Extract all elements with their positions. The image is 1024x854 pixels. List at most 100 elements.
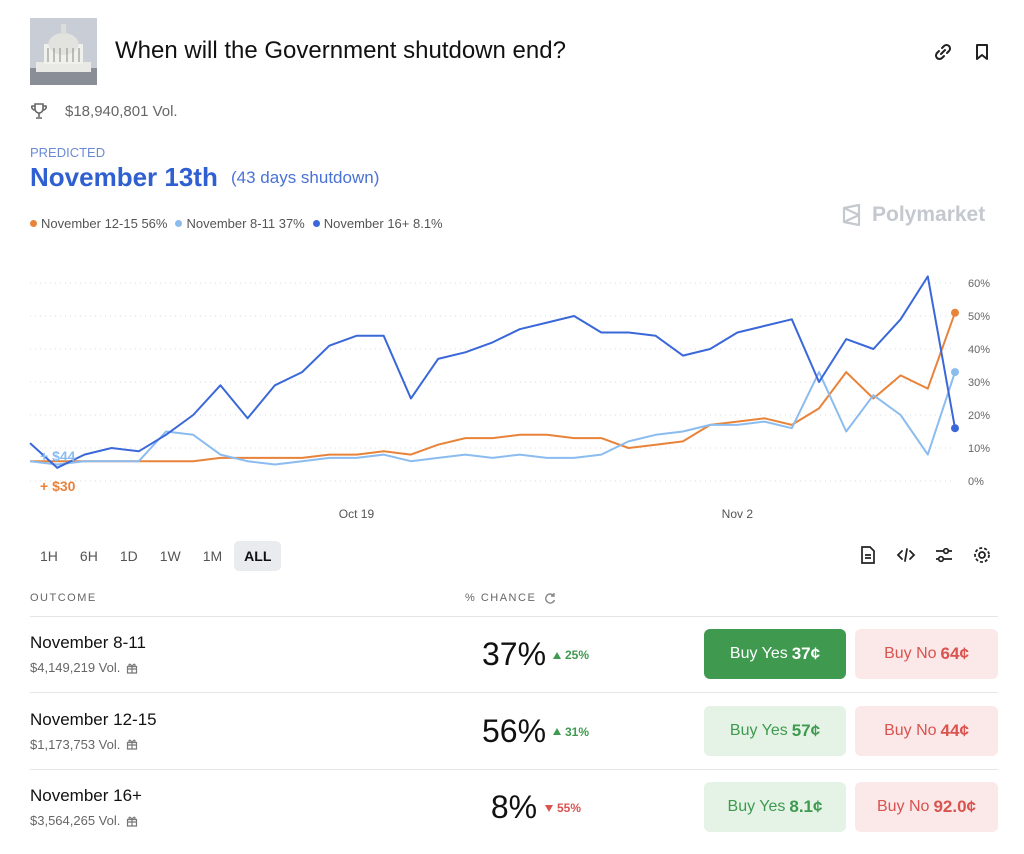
buy-no-button[interactable]: Buy No 92.0¢ — [855, 782, 998, 832]
x-tick-label: Nov 2 — [722, 507, 754, 521]
change-value: 31% — [565, 724, 590, 739]
buy-no-label: Buy No — [876, 798, 930, 815]
divider — [30, 616, 998, 617]
market-image — [30, 18, 97, 85]
time-range-tab[interactable]: 1M — [202, 548, 223, 564]
y-tick-label: 50% — [968, 311, 990, 323]
buy-yes-button[interactable]: Buy Yes 37¢ — [704, 629, 846, 679]
divider — [30, 768, 998, 770]
time-range-tab[interactable]: ALL — [234, 541, 282, 571]
time-range-tab[interactable]: 1D — [119, 548, 138, 564]
trend-arrow — [545, 804, 553, 812]
gift-shape — [127, 739, 138, 750]
buy-no-price: 64¢ — [940, 644, 969, 663]
change-value: 25% — [565, 648, 590, 662]
y-tick-label: 40% — [968, 344, 990, 356]
end-dot — [951, 424, 959, 433]
chart: 0% 10% 20% 30% 40% 50% 60% Oct 19 Nov 2 + $44 + $3… — [29, 275, 990, 521]
outcome-volume-wrap: $1,173,753 Vol. — [30, 737, 138, 752]
trend-arrow — [553, 728, 561, 735]
buy-no-price: 44¢ — [940, 720, 969, 740]
watermark: Polymarket — [840, 203, 985, 227]
gift-shape — [127, 663, 138, 674]
time-ranges: 1H 6H 1D 1W 1M ALL — [30, 541, 282, 571]
y-tick-label: 0% — [968, 476, 984, 488]
x-tick-label: Oct 19 — [339, 507, 375, 521]
outcome-row: November 16+ $3,564,265 Vol. 8% 55% Buy Yes 8… — [0, 769, 1024, 845]
watermark-text: Polymarket — [872, 203, 986, 226]
outcome-volume: $4,149,219 Vol. — [30, 660, 121, 675]
outcome-header: OUTCOME — [30, 592, 97, 604]
buy-yes-label: Buy Yes — [729, 721, 788, 739]
buy-yes-label: Buy Yes — [729, 645, 788, 662]
settings-sliders-icon[interactable] — [934, 545, 954, 565]
chance-value: 56% — [481, 712, 547, 749]
y-tick-label: 10% — [968, 443, 990, 455]
y-tick-label: 60% — [968, 278, 990, 290]
market-title: When will the Government shutdown end? — [115, 37, 566, 64]
outcome-volume-wrap: $4,149,219 Vol. — [30, 660, 138, 675]
outcome-name: November 8-11 — [30, 633, 146, 652]
outcome-row: November 8-11 $4,149,219 Vol. 37% 25% Buy Ye… — [0, 616, 1024, 693]
predicted-value: November 13th — [30, 162, 218, 192]
legend-dot — [312, 220, 320, 227]
predicted-label: PREDICTED — [30, 145, 106, 160]
doc-icon[interactable] — [858, 545, 878, 565]
end-dot — [951, 308, 959, 317]
gift-icon — [127, 739, 138, 750]
chance-header-wrap: % CHANCE — [465, 592, 556, 604]
annotation: + $44 — [40, 448, 76, 464]
buy-yes-button[interactable]: Buy Yes 57¢ — [704, 705, 846, 756]
gift-icon — [127, 816, 138, 827]
buy-no-label: Buy No — [884, 645, 937, 662]
outcome-row: November 12-15 $1,173,753 Vol. 56% 31% Buy Y… — [0, 693, 1024, 770]
gift-icon — [127, 663, 138, 674]
outcome-volume-wrap: $3,564,265 Vol. — [30, 813, 138, 828]
watermark-logo — [842, 203, 861, 227]
link-icon[interactable] — [933, 42, 953, 62]
buy-no-price: 92.0¢ — [933, 797, 976, 816]
outcome-volume: $1,173,753 Vol. — [30, 736, 121, 752]
outcome-name: November 12-15 — [30, 709, 157, 729]
chance-value: 8% — [490, 789, 538, 825]
bookmark-icon[interactable] — [972, 42, 992, 62]
series-line — [29, 371, 956, 466]
chance-value: 37% — [481, 636, 547, 672]
refresh-icon[interactable] — [544, 592, 556, 604]
buy-no-button[interactable]: Buy No 44¢ — [855, 705, 998, 756]
change-value: 55% — [557, 801, 582, 815]
trophy-icon — [31, 103, 47, 119]
legend-item: November 8-11 37% — [175, 216, 305, 231]
buy-yes-button[interactable]: Buy Yes 8.1¢ — [704, 782, 846, 832]
embed-icon[interactable] — [896, 545, 916, 565]
legend-label: November 12-15 56% — [41, 216, 168, 231]
trend-arrow-shape — [553, 728, 561, 735]
buy-yes-price: 57¢ — [791, 720, 821, 740]
outcome-name: November 16+ — [30, 786, 142, 805]
time-range-tab[interactable]: 6H — [79, 548, 98, 564]
legend-label: November 8-11 37% — [186, 216, 305, 231]
buy-yes-price: 37¢ — [791, 644, 821, 663]
y-tick-label: 30% — [968, 377, 990, 389]
buy-no-label: Buy No — [884, 721, 937, 739]
gift-shape — [127, 816, 138, 827]
trend-arrow — [553, 651, 561, 659]
buy-no-button[interactable]: Buy No 64¢ — [855, 629, 998, 679]
series-line — [29, 275, 956, 469]
legend: November 12-15 56% November 8-11 37% Novem… — [30, 216, 443, 231]
change-wrap: 31% — [553, 725, 589, 739]
predicted-detail: (43 days shutdown) — [231, 168, 380, 187]
legend-dot — [175, 220, 183, 227]
outcome-volume: $3,564,265 Vol. — [30, 813, 121, 828]
y-tick-label: 20% — [968, 410, 990, 422]
annotation: + $30 — [40, 478, 76, 494]
chance-header: % CHANCE — [465, 592, 537, 604]
time-range-tab[interactable]: 1H — [40, 548, 58, 564]
end-dot — [951, 368, 959, 377]
time-range-tab[interactable]: 1W — [159, 548, 181, 564]
chart-tools — [858, 545, 992, 565]
buy-yes-price: 8.1¢ — [789, 797, 823, 816]
legend-item: November 12-15 56% — [30, 216, 167, 231]
gear-icon[interactable] — [972, 545, 992, 565]
